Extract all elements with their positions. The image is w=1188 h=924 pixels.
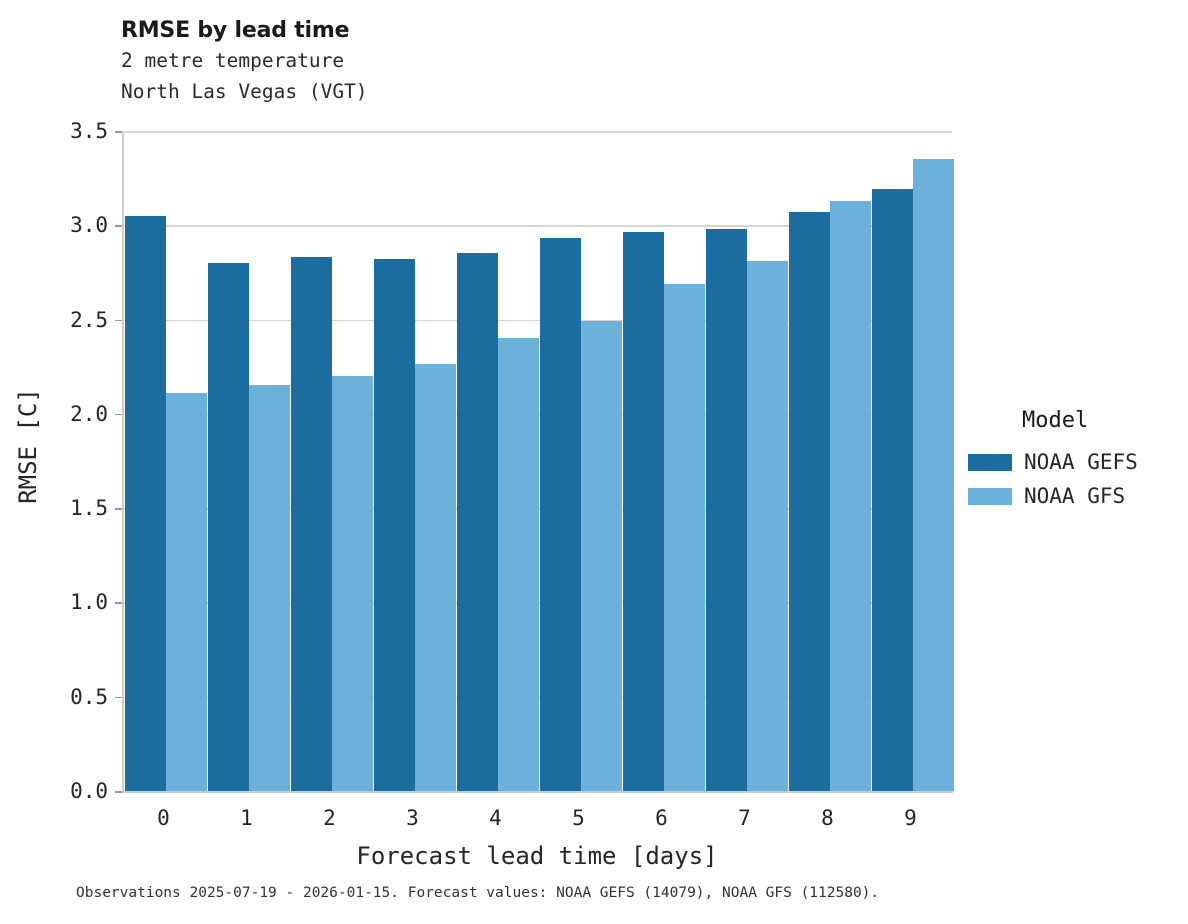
bar[interactable] — [871, 188, 913, 791]
x-axis-tick-label: 7 — [738, 806, 751, 830]
plot-area — [115, 131, 954, 793]
bar[interactable] — [207, 263, 249, 791]
bar[interactable] — [248, 384, 290, 791]
x-axis-tick-label: 8 — [821, 806, 834, 830]
chart-subtitle-location: North Las Vegas (VGT) — [121, 79, 368, 103]
y-axis-tick — [115, 413, 122, 416]
y-axis-tick-label: 1.5 — [70, 496, 108, 521]
x-axis-tick-label: 6 — [655, 806, 668, 830]
legend-item[interactable]: NOAA GFS — [968, 479, 1183, 513]
chart-subtitle-variable: 2 metre temperature — [121, 49, 345, 72]
bar[interactable] — [373, 259, 415, 791]
y-axis-tick — [115, 319, 122, 322]
legend-swatch — [968, 453, 1012, 471]
bar[interactable] — [912, 159, 954, 791]
bar[interactable] — [746, 261, 788, 791]
bar[interactable] — [539, 237, 581, 791]
y-axis-tick — [115, 508, 122, 510]
bar[interactable] — [622, 231, 664, 791]
y-axis-tick — [115, 131, 122, 133]
y-axis-tick-label: 0.5 — [70, 684, 108, 709]
x-axis-tick-label: 5 — [572, 806, 585, 830]
gridline — [122, 131, 952, 133]
legend-swatch — [968, 487, 1012, 505]
x-axis-tick-label: 9 — [904, 806, 917, 830]
y-axis-tick-label: 2.5 — [70, 307, 108, 332]
title-block: RMSE by lead time 2 metre temperature No… — [121, 16, 921, 107]
x-axis-line — [122, 791, 953, 793]
bar[interactable] — [165, 393, 207, 791]
x-axis-tick-label: 0 — [157, 806, 170, 830]
y-axis-tick-label: 3.0 — [70, 213, 108, 238]
legend-label: NOAA GFS — [1024, 484, 1126, 508]
chart-caption: Observations 2025-07-19 - 2026-01-15. Fo… — [76, 885, 880, 901]
y-axis-tick-label: 2.0 — [70, 401, 108, 426]
legend-label: NOAA GEFS — [1024, 450, 1138, 474]
bar[interactable] — [497, 338, 539, 791]
bar[interactable] — [331, 376, 373, 791]
bar[interactable] — [580, 320, 622, 791]
y-axis-tick-label: 0.0 — [70, 779, 108, 803]
x-axis-tick-label: 2 — [323, 806, 336, 830]
bar[interactable] — [663, 283, 705, 791]
gridline — [122, 225, 952, 227]
y-axis-tick — [115, 602, 122, 605]
y-axis-line — [122, 131, 124, 792]
page-title: RMSE by lead time — [121, 18, 350, 43]
x-axis-tick-label: 4 — [489, 806, 502, 830]
bar[interactable] — [788, 212, 830, 791]
x-axis-title: Forecast lead time [days] — [356, 842, 718, 870]
x-axis-tick-label: 1 — [240, 806, 253, 830]
bar[interactable] — [705, 229, 747, 791]
legend: Model NOAA GEFS NOAA GFS — [968, 408, 1183, 513]
bar[interactable] — [456, 252, 498, 791]
x-axis-tick-label: 3 — [406, 806, 419, 830]
y-axis-tick — [115, 696, 122, 699]
y-axis-tick-label: 3.5 — [70, 119, 108, 143]
y-axis-tick-label: 1.0 — [70, 590, 108, 615]
y-axis-tick — [115, 791, 122, 793]
gridline — [122, 319, 952, 322]
bar[interactable] — [124, 215, 166, 791]
bar[interactable] — [414, 363, 456, 791]
bar[interactable] — [829, 200, 871, 791]
legend-item[interactable]: NOAA GEFS — [968, 445, 1183, 479]
legend-title: Model — [1022, 408, 1089, 433]
bar[interactable] — [290, 257, 332, 791]
y-axis-tick — [115, 225, 122, 227]
legend-rows: NOAA GEFS NOAA GFS — [968, 445, 1183, 513]
